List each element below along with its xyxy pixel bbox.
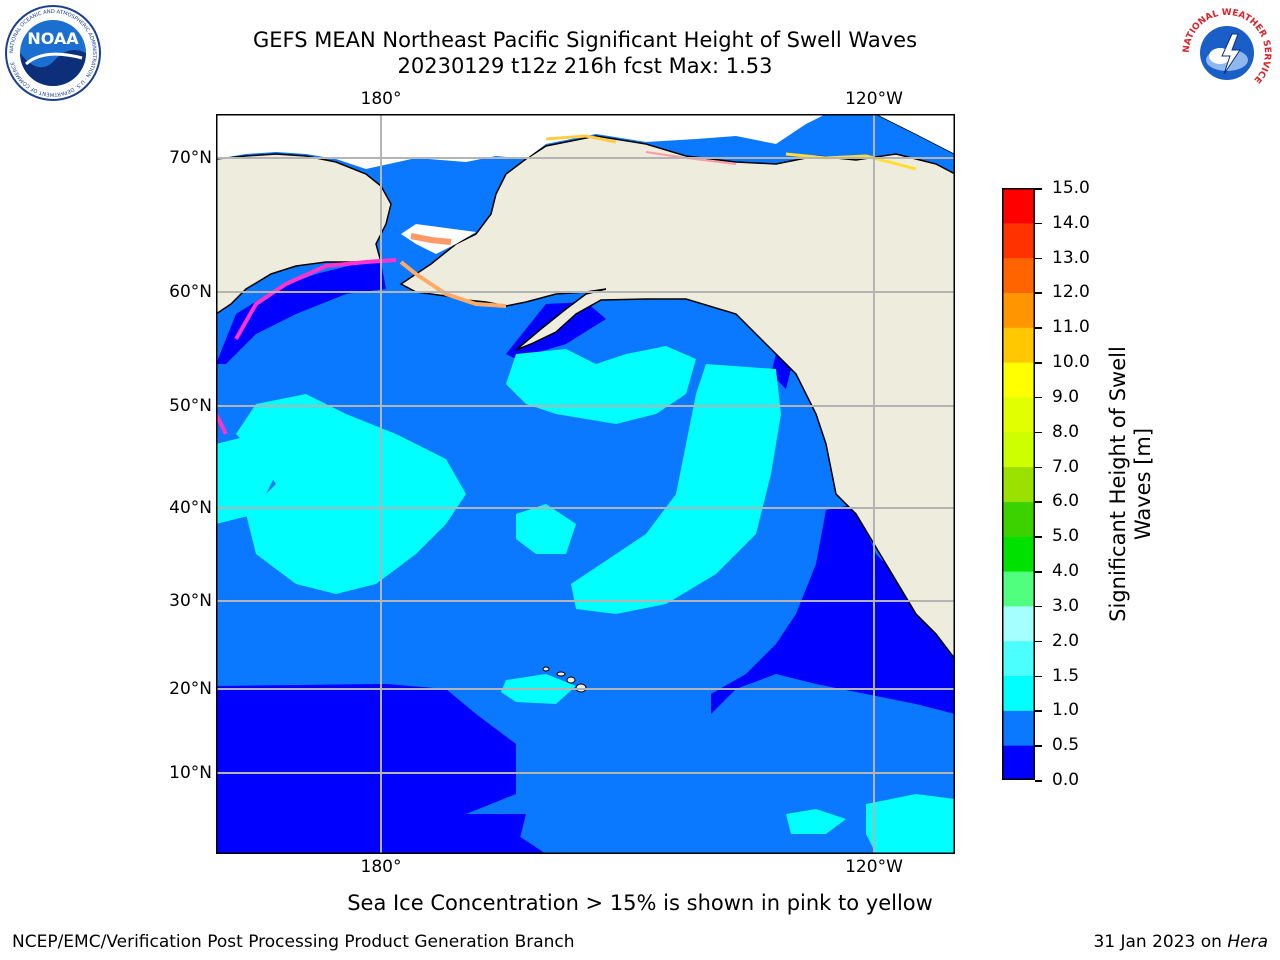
colorbar-tick-mark [1035,745,1042,747]
colorbar-tick-mark [1035,222,1042,225]
lat-label-70n: 70°N [169,148,212,168]
colorbar-tick-label: 7.0 [1052,456,1080,477]
colorbar-block [1002,292,1035,328]
lat-label-50n: 50°N [169,396,212,416]
colorbar-block [1002,710,1035,746]
noaa-logo: NATIONAL OCEANIC AND ATMOSPHERIC ADMINIS… [5,5,101,101]
colorbar-block [1002,396,1035,433]
colorbar-tick-label: 12.0 [1052,282,1090,303]
colorbar-tick-mark [1035,188,1042,190]
lon-label-bottom-120w: 120°W [845,857,903,877]
colorbar [1002,188,1035,780]
lat-label-40n: 40°N [169,498,212,518]
colorbar-tick-label: 1.0 [1052,700,1080,721]
lat-label-30n: 30°N [169,591,212,611]
colorbar-block [1002,501,1035,537]
chart-title: GEFS MEAN Northeast Pacific Significant … [252,28,918,52]
colorbar-tick-label: 3.0 [1052,595,1080,616]
colorbar-tick-mark [1035,501,1042,503]
colorbar-tick-label: 0.5 [1052,735,1080,756]
high-swell-regions [216,346,955,854]
colorbar-tick-mark [1035,292,1042,294]
colorbar-tick-label: 4.0 [1052,561,1080,582]
colorbar-tick-mark [1035,327,1042,329]
colorbar-block [1002,327,1035,363]
colorbar-tick-label: 8.0 [1052,421,1080,442]
colorbar-tick-mark [1035,640,1042,643]
colorbar-tick-label: 14.0 [1052,212,1090,233]
colorbar-tick-mark [1035,431,1042,434]
colorbar-tick-mark [1035,710,1042,712]
colorbar-tick-mark [1035,675,1042,678]
colorbar-tick-label: 1.5 [1052,665,1080,686]
colorbar-tick-label: 6.0 [1052,491,1080,512]
colorbar-tick-label: 2.0 [1052,630,1080,651]
colorbar-label: Significant Height of Swell Waves [m] [1106,346,1155,622]
colorbar-block [1002,745,1035,780]
colorbar-tick-label: 10.0 [1052,352,1090,373]
colorbar-block [1002,571,1035,607]
colorbar-tick-mark [1035,605,1042,608]
lon-label-top-180: 180° [360,89,402,109]
map-gridlines [216,114,955,854]
lon-label-bottom-180: 180° [360,857,402,877]
colorbar-block [1002,466,1035,502]
colorbar-tick-label: 5.0 [1052,526,1080,547]
swell-height-map [216,114,955,854]
colorbar-tick-label: 11.0 [1052,317,1090,338]
colorbar-block [1002,188,1035,224]
colorbar-tick-mark [1035,536,1042,538]
chart-subtitle: 20230129 t12z 216h fcst Max: 1.53 [397,54,773,78]
colorbar-tick-mark [1035,396,1042,399]
colorbar-tick-mark [1035,362,1042,364]
colorbar-tick-label: 0.0 [1052,770,1080,790]
colorbar-block [1002,431,1035,468]
colorbar-block [1002,605,1035,642]
colorbar-tick-mark [1035,780,1042,782]
colorbar-block [1002,257,1035,293]
colorbar-tick-label: 13.0 [1052,247,1090,268]
colorbar-tick-label: 15.0 [1052,178,1090,198]
nws-logo: NATIONAL WEATHER SERVICE [1181,7,1273,99]
colorbar-tick-mark [1035,257,1042,260]
sea-ice-edge [216,134,917,435]
colorbar-block [1002,222,1035,259]
colorbar-block [1002,362,1035,398]
lon-label-top-120w: 120°W [845,89,903,109]
lat-label-20n: 20°N [169,679,212,699]
colorbar-tick-mark [1035,466,1042,469]
sea-ice-note: Sea Ice Concentration > 15% is shown in … [347,891,933,915]
colorbar-block [1002,536,1035,572]
colorbar-tick-mark [1035,571,1042,573]
colorbar-block [1002,675,1035,711]
noaa-wordmark: NOAA [27,29,79,48]
footer-date-host: 31 Jan 2023 on Hera [1093,932,1268,952]
colorbar-block [1002,640,1035,677]
lat-label-10n: 10°N [169,763,212,783]
colorbar-tick-label: 9.0 [1052,386,1080,407]
footer-credit: NCEP/EMC/Verification Post Processing Pr… [12,932,575,952]
lat-label-60n: 60°N [169,282,212,302]
